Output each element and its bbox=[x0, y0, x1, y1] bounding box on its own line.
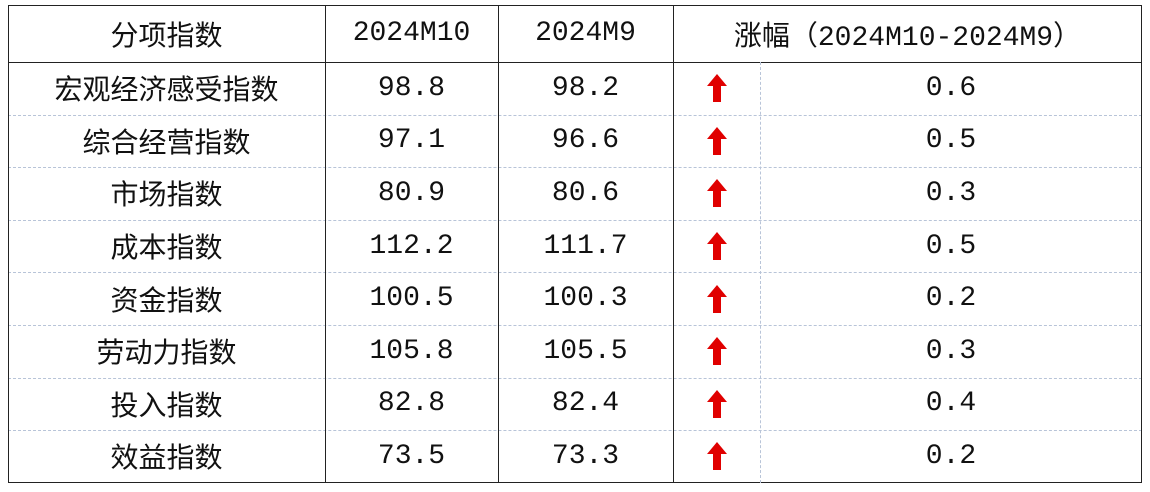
arrow-icon bbox=[706, 442, 727, 471]
header-cell: 2024M9 bbox=[535, 18, 636, 49]
value-cell: 98.2 bbox=[551, 72, 620, 104]
value-cell: 80.6 bbox=[551, 177, 620, 209]
change-cell: 0.2 bbox=[925, 283, 977, 315]
row-label: 成本指数 bbox=[110, 235, 223, 267]
row-label: 资金指数 bbox=[110, 287, 223, 319]
value-cell: 97.1 bbox=[377, 125, 446, 157]
header-cell: 涨幅（2024M10-2024M9） bbox=[733, 22, 1082, 54]
up-arrow bbox=[673, 167, 760, 220]
row-divider bbox=[8, 430, 1142, 432]
up-arrow bbox=[673, 220, 760, 273]
row-label: 综合经营指数 bbox=[82, 129, 251, 161]
row-divider bbox=[8, 167, 1142, 169]
change-cell: 0.4 bbox=[925, 388, 977, 420]
value-cell: 80.9 bbox=[377, 177, 446, 209]
arrow-icon bbox=[706, 337, 727, 366]
arrow-icon bbox=[706, 232, 727, 261]
change-cell: 0.3 bbox=[925, 335, 977, 367]
row-divider bbox=[8, 325, 1142, 326]
row-divider bbox=[8, 272, 1142, 274]
arrow-icon bbox=[706, 126, 727, 155]
value-cell: 100.5 bbox=[369, 283, 454, 315]
up-arrow bbox=[673, 62, 760, 115]
up-arrow bbox=[673, 378, 760, 431]
header-divider bbox=[8, 62, 1142, 63]
value-cell: 105.8 bbox=[369, 335, 454, 367]
value-cell: 105.5 bbox=[543, 335, 628, 367]
value-cell: 82.4 bbox=[551, 388, 620, 420]
value-cell: 73.5 bbox=[377, 440, 446, 472]
row-label: 投入指数 bbox=[110, 392, 223, 424]
change-cell: 0.6 bbox=[925, 72, 977, 104]
row-divider bbox=[8, 114, 1142, 116]
row-label: 市场指数 bbox=[110, 182, 223, 214]
change-cell: 0.5 bbox=[925, 230, 977, 262]
value-cell: 96.6 bbox=[551, 125, 620, 157]
change-cell: 0.3 bbox=[925, 177, 977, 209]
value-cell: 82.8 bbox=[377, 388, 446, 420]
table-border bbox=[8, 5, 1142, 483]
row-label: 效益指数 bbox=[110, 445, 223, 477]
arrow-icon bbox=[706, 284, 727, 313]
row-divider bbox=[8, 377, 1142, 379]
up-arrow bbox=[673, 272, 760, 325]
up-arrow bbox=[673, 115, 760, 168]
up-arrow bbox=[673, 430, 760, 483]
header-cell: 2024M10 bbox=[352, 18, 471, 49]
arrow-icon bbox=[706, 74, 727, 103]
column-divider bbox=[325, 5, 326, 483]
row-label: 劳动力指数 bbox=[96, 340, 237, 372]
arrow-divider bbox=[760, 62, 761, 483]
arrow-icon bbox=[706, 179, 727, 208]
value-cell: 112.2 bbox=[369, 230, 454, 262]
value-cell: 98.8 bbox=[377, 72, 446, 104]
column-divider bbox=[498, 5, 499, 483]
header-cell: 分项指数 bbox=[110, 22, 223, 54]
column-divider bbox=[673, 5, 674, 483]
row-label: 宏观经济感受指数 bbox=[54, 77, 279, 109]
change-cell: 0.2 bbox=[925, 440, 977, 472]
row-divider bbox=[8, 219, 1142, 221]
arrow-icon bbox=[706, 389, 727, 418]
change-cell: 0.5 bbox=[925, 125, 977, 157]
value-cell: 111.7 bbox=[543, 230, 628, 262]
value-cell: 73.3 bbox=[551, 440, 620, 472]
value-cell: 100.3 bbox=[543, 283, 628, 315]
up-arrow bbox=[673, 325, 760, 378]
